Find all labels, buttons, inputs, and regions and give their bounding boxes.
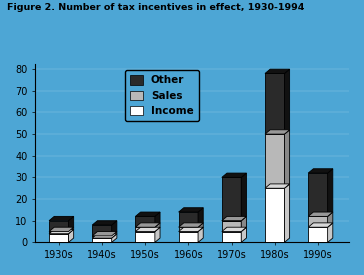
Polygon shape [284,184,290,242]
Polygon shape [112,234,117,242]
Bar [308,173,328,216]
Polygon shape [308,169,333,173]
Bar [135,216,155,227]
Polygon shape [328,212,333,227]
Polygon shape [92,234,117,238]
Polygon shape [155,223,160,232]
Polygon shape [265,130,290,134]
Polygon shape [328,169,333,216]
Bar [49,232,68,234]
Polygon shape [49,216,74,221]
Text: Figure 2. Number of tax incentives in effect, 1930-1994: Figure 2. Number of tax incentives in ef… [7,3,305,12]
Polygon shape [68,216,74,232]
Polygon shape [49,227,74,232]
Polygon shape [198,227,203,242]
Bar [92,225,112,236]
Bar [179,212,198,227]
Polygon shape [222,227,246,232]
Polygon shape [222,173,246,177]
Polygon shape [308,212,333,216]
Polygon shape [179,208,203,212]
Polygon shape [112,221,117,236]
Bar [265,73,284,134]
Bar [222,177,241,221]
Polygon shape [155,227,160,242]
Polygon shape [284,69,290,134]
Bar [49,221,68,232]
Polygon shape [112,232,117,238]
Bar [308,227,328,242]
Bar [135,232,155,242]
Polygon shape [198,223,203,232]
Polygon shape [155,212,160,227]
Bar [92,236,112,238]
Polygon shape [92,232,117,236]
Bar [135,227,155,232]
Polygon shape [328,223,333,242]
Polygon shape [241,227,246,242]
Polygon shape [92,221,117,225]
Polygon shape [68,227,74,234]
Polygon shape [198,208,203,227]
Bar [265,134,284,188]
Polygon shape [135,212,160,216]
Polygon shape [265,184,290,188]
Bar [92,238,112,242]
Polygon shape [308,223,333,227]
Bar [179,232,198,242]
Polygon shape [135,227,160,232]
Bar [222,221,241,232]
Bar [179,227,198,232]
Polygon shape [222,216,246,221]
Bar [265,188,284,242]
Polygon shape [135,223,160,227]
Polygon shape [284,130,290,188]
Polygon shape [241,173,246,221]
Polygon shape [179,223,203,227]
Bar [49,234,68,242]
Polygon shape [265,69,290,73]
Polygon shape [68,229,74,242]
Polygon shape [49,229,74,234]
Bar [308,216,328,227]
Polygon shape [241,216,246,232]
Polygon shape [179,227,203,232]
Bar [222,232,241,242]
Legend: Other, Sales, Income: Other, Sales, Income [124,70,198,121]
